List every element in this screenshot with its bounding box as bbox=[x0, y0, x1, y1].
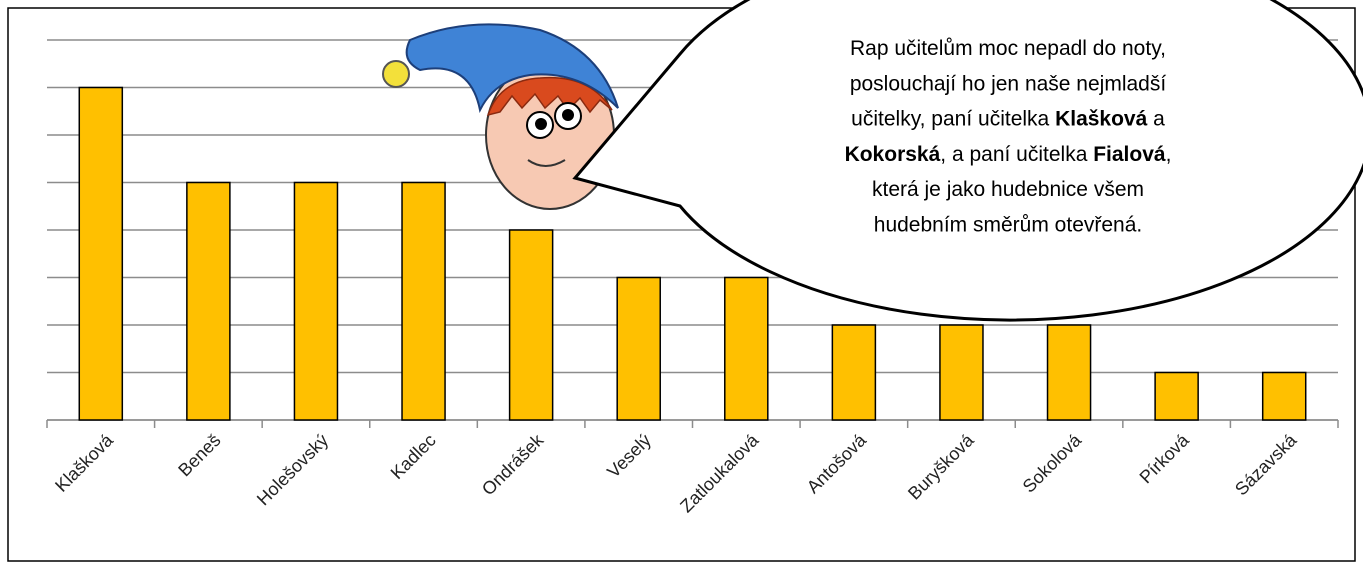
bar bbox=[293, 181, 339, 421]
speech-line: poslouchají ho jen naše nejmladší bbox=[850, 72, 1167, 95]
speech-run: Rap učitelům moc nepadl do noty, bbox=[850, 37, 1166, 60]
bar bbox=[1154, 371, 1199, 421]
bar bbox=[186, 181, 231, 421]
bar bbox=[939, 324, 984, 421]
speech-bubble bbox=[572, 0, 1363, 322]
speech-run: učitelky, paní učitelka bbox=[851, 108, 1055, 131]
speech-run: , a paní učitelka bbox=[940, 143, 1093, 166]
hat bbox=[405, 23, 619, 114]
speech-run: , bbox=[1166, 143, 1172, 166]
bar bbox=[508, 229, 554, 421]
speech-line: Rap učitelům moc nepadl do noty, bbox=[850, 37, 1166, 60]
speech-text: Rap učitelům moc nepadl do noty, poslouch… bbox=[845, 37, 1172, 237]
bar bbox=[1261, 371, 1307, 421]
bar bbox=[1046, 324, 1092, 421]
pupil bbox=[562, 109, 574, 121]
bar bbox=[78, 86, 124, 421]
mouth bbox=[527, 159, 566, 167]
speech-run: která je jako hudebnice všem bbox=[872, 178, 1144, 201]
pompom bbox=[382, 60, 410, 88]
speech-run: a bbox=[1147, 108, 1165, 131]
speech-run: Klašková bbox=[1055, 108, 1148, 131]
speech-line: která je jako hudebnice všem bbox=[872, 178, 1144, 201]
speech-line: Kokorská, a paní učitelka Fialová, bbox=[845, 143, 1172, 166]
speech-run: Fialová bbox=[1093, 143, 1166, 166]
bar bbox=[616, 276, 661, 421]
bar bbox=[831, 324, 877, 421]
bar bbox=[401, 181, 446, 421]
speech-run: poslouchají ho jen naše nejmladší bbox=[850, 72, 1167, 95]
speech-line: hudebním směrům otevřená. bbox=[874, 214, 1142, 237]
speech-run: Kokorská bbox=[845, 143, 941, 166]
speech-line: učitelky, paní učitelka Klašková a bbox=[851, 108, 1165, 131]
pupil bbox=[535, 118, 547, 130]
bar bbox=[724, 276, 769, 421]
speech-run: hudebním směrům otevřená. bbox=[874, 214, 1142, 237]
